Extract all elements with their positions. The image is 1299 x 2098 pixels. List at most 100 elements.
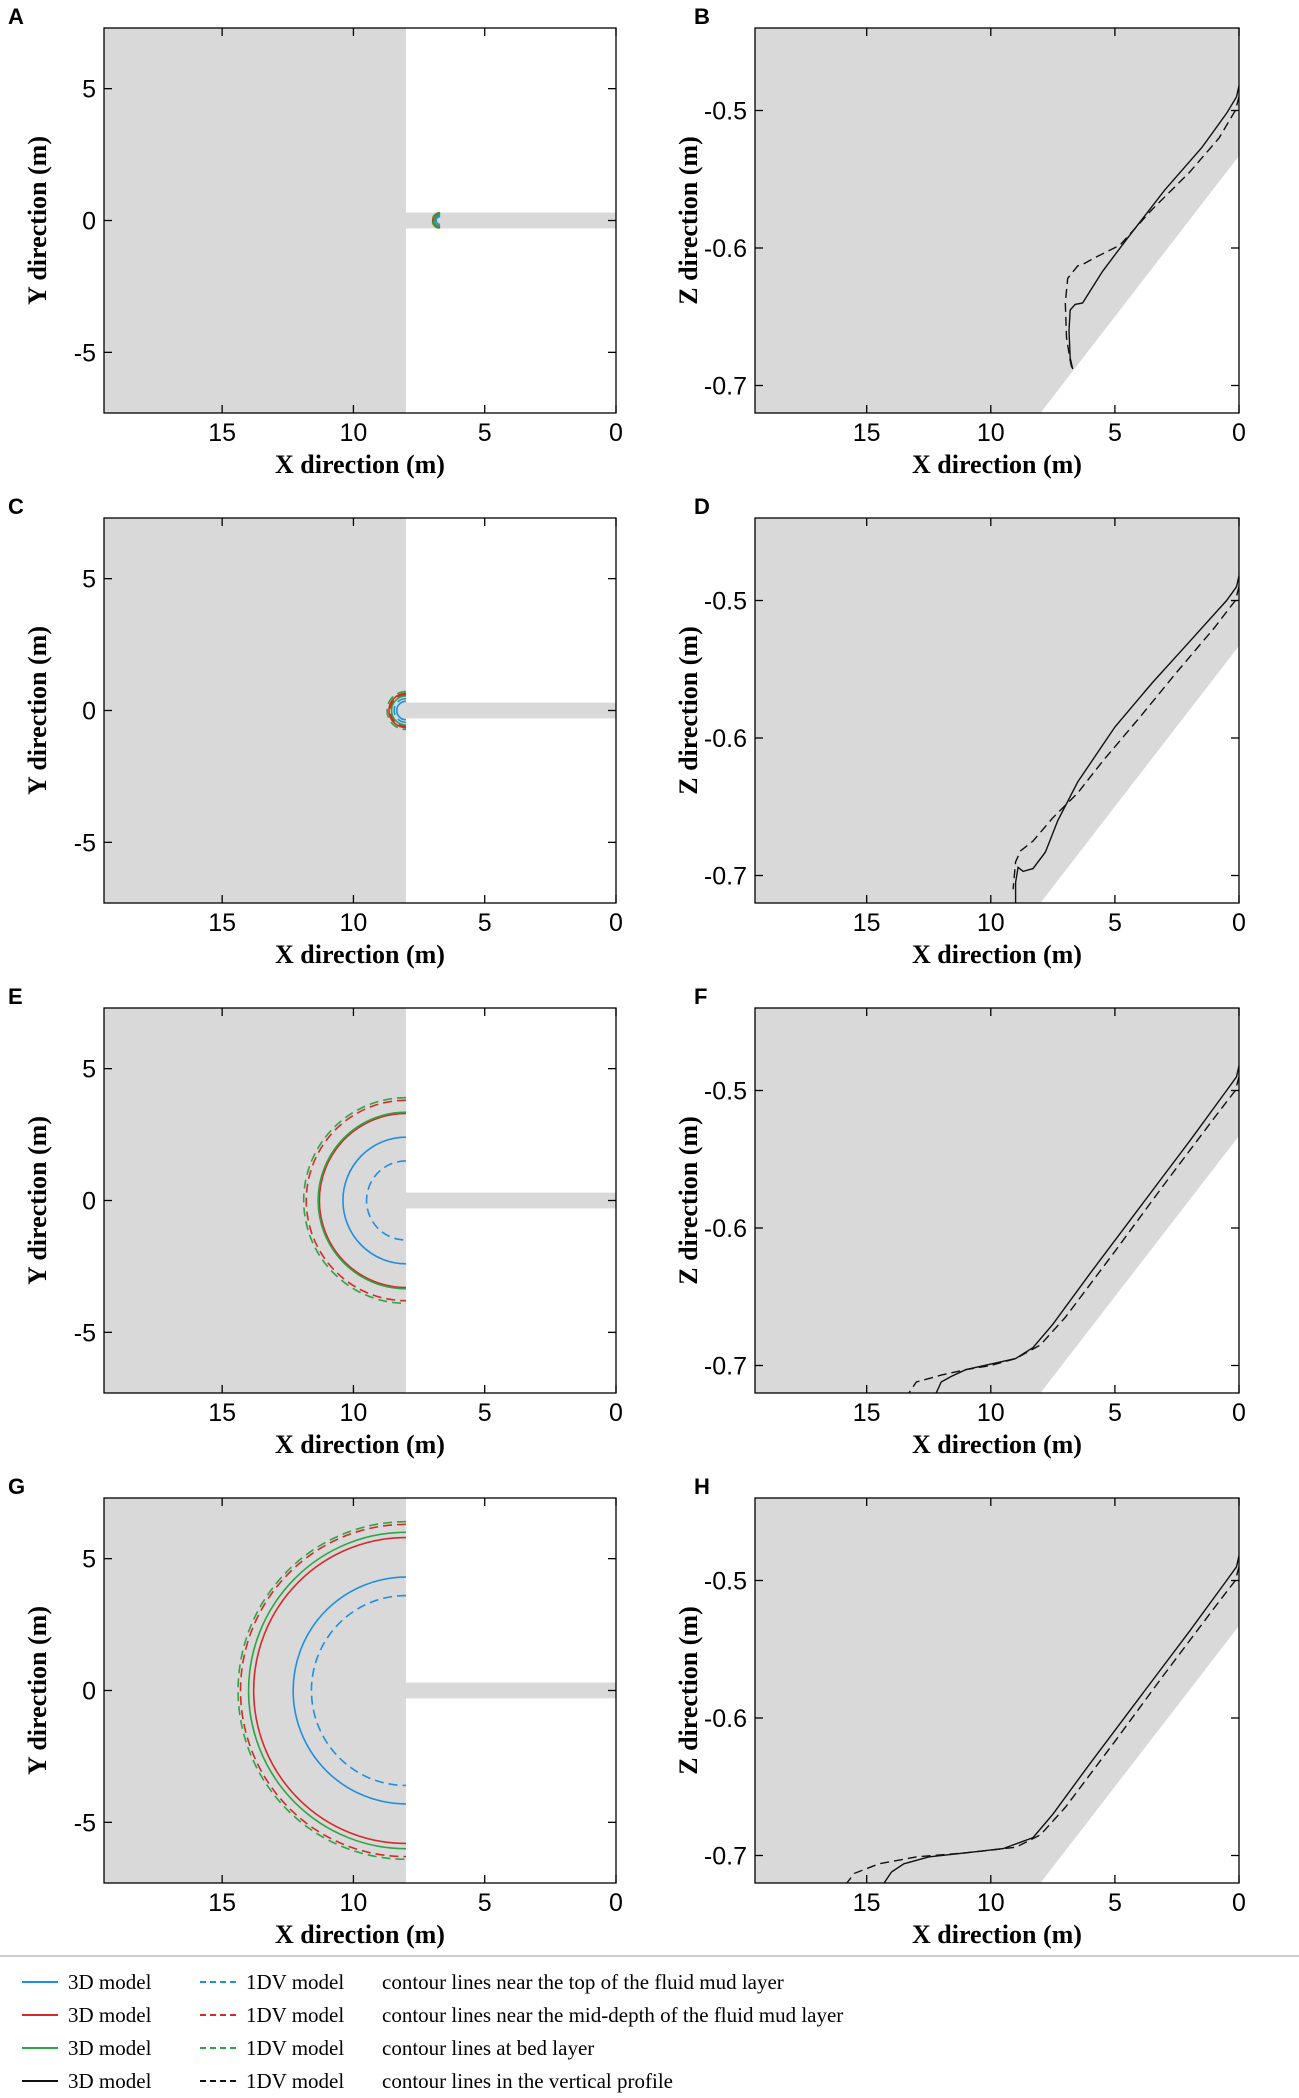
plot-area (104, 518, 616, 903)
contour-mid-1dv (305, 1099, 406, 1302)
mud-region (104, 28, 406, 413)
y-tick-label: -0.5 (704, 1078, 747, 1106)
x-axis-label: X direction (m) (275, 450, 445, 479)
contour-bed-3d (317, 1111, 406, 1290)
profile-line-1dv (846, 1566, 1239, 1883)
y-tick-label: -0.5 (704, 98, 747, 126)
x-tick-label: 10 (340, 1889, 368, 1917)
profile-line-1dv (1064, 96, 1239, 372)
panel-letter: D (694, 494, 710, 519)
plot-area (104, 1498, 616, 1883)
panel-g: 15 10 5 0 5 0 -5 X direction (m) Y direction (m)… (8, 1474, 623, 1949)
legend-solid-label: 3D model (68, 2069, 152, 2093)
contour-bed-1dv (303, 1096, 406, 1305)
x-tick-label: 10 (977, 1399, 1005, 1427)
profile-line-3d (883, 1555, 1239, 1883)
legend-solid-label: 3D model (68, 2036, 152, 2060)
x-tick-label: 15 (208, 1889, 236, 1917)
legend-description: contour lines in the vertical profile (382, 2069, 673, 2093)
mud-region (755, 1008, 1239, 1393)
x-tick-label: 0 (609, 1399, 623, 1427)
y-tick-label: -0.6 (704, 725, 747, 753)
x-axis-label: X direction (m) (912, 1920, 1082, 1949)
panel-d: 15 10 5 0 -0.5 -0.6 -0.7 X direction (m) Z direc… (674, 494, 1246, 969)
y-axis-label: Z direction (m) (674, 626, 703, 795)
panel-e: 15 10 5 0 5 0 -5 X direction (m) Y direction (m)… (8, 984, 623, 1459)
y-axis-label: Y direction (m) (23, 1606, 52, 1775)
x-tick-label: 0 (609, 419, 623, 447)
legend-description: contour lines near the top of the fluid … (382, 1970, 784, 1994)
y-tick-label: -0.7 (704, 1353, 747, 1381)
x-tick-label: 10 (340, 909, 368, 937)
y-tick-label: 5 (82, 1056, 96, 1084)
x-tick-label: 15 (208, 1399, 236, 1427)
x-tick-label: 0 (1232, 1889, 1246, 1917)
y-tick-label: -0.6 (704, 1705, 747, 1733)
y-tick-label: -0.7 (704, 1843, 747, 1871)
y-tick-label: -0.5 (704, 1568, 747, 1596)
x-tick-label: 5 (1108, 419, 1122, 447)
profile-line-3d (1068, 85, 1239, 370)
channel (405, 1192, 616, 1209)
mud-region (755, 28, 1239, 413)
x-tick-label: 10 (340, 419, 368, 447)
x-tick-label: 15 (853, 909, 881, 937)
y-tick-label: 0 (82, 698, 96, 726)
y-tick-label: -0.6 (704, 235, 747, 263)
panel-letter: C (8, 494, 24, 519)
x-tick-label: 5 (478, 419, 492, 447)
x-tick-label: 0 (609, 1889, 623, 1917)
plot-area (104, 1008, 616, 1393)
legend-solid-label: 3D model (68, 2003, 152, 2027)
x-tick-label: 15 (208, 909, 236, 937)
plot-area (755, 1008, 1239, 1393)
legend-dashed-label: 1DV model (246, 2069, 344, 2093)
channel (405, 702, 616, 719)
panel-letter: B (694, 4, 710, 29)
x-tick-label: 10 (340, 1399, 368, 1427)
mud-region (104, 1008, 406, 1393)
y-tick-label: 0 (82, 208, 96, 236)
legend-description: contour lines near the mid-depth of the … (382, 2003, 843, 2027)
contour-top-3d (292, 1576, 406, 1805)
y-tick-label: 5 (82, 76, 96, 104)
mud-region (755, 518, 1239, 903)
profile-line-3d (935, 1065, 1239, 1393)
y-axis-label: Y direction (m) (23, 136, 52, 305)
y-tick-label: 0 (82, 1188, 96, 1216)
legend-solid-label: 3D model (68, 1970, 152, 1994)
legend-dashed-label: 1DV model (246, 1970, 344, 1994)
contour-top-3d (396, 700, 407, 721)
contour-top-3d (435, 215, 441, 226)
x-tick-label: 0 (1232, 909, 1246, 937)
contour-top-1dv (434, 214, 441, 227)
mud-region (104, 518, 406, 903)
y-axis-label: Y direction (m) (23, 1116, 52, 1285)
y-tick-label: 0 (82, 1678, 96, 1706)
y-tick-label: -0.7 (704, 863, 747, 891)
contour-top-1dv (393, 697, 407, 724)
x-axis-label: X direction (m) (912, 940, 1082, 969)
y-tick-label: -5 (74, 1319, 96, 1347)
contour-mid-1dv (389, 693, 406, 728)
x-tick-label: 10 (977, 1889, 1005, 1917)
plot-area (104, 28, 616, 413)
y-axis-label: Z direction (m) (674, 136, 703, 305)
panel-c: 15 10 5 0 5 0 -5 X direction (m) Y direction (m)… (8, 494, 623, 969)
x-tick-label: 0 (609, 909, 623, 937)
y-tick-label: -0.6 (704, 1215, 747, 1243)
x-tick-label: 15 (853, 419, 881, 447)
panel-letter: E (8, 984, 23, 1009)
axes-frame (754, 1497, 1240, 1884)
channel (405, 212, 616, 229)
axes-frame (754, 1007, 1240, 1394)
contour-mid-3d (318, 1112, 406, 1289)
x-axis-label: X direction (m) (912, 450, 1082, 479)
contour-mid-3d (252, 1536, 406, 1845)
plot-area (755, 1498, 1239, 1883)
contour-bed-1dv (386, 690, 406, 731)
x-tick-label: 5 (1108, 1399, 1122, 1427)
x-axis-label: X direction (m) (275, 1430, 445, 1459)
panel-b: 15 10 5 0 -0.5 -0.6 -0.7 X direction (m) Z direc… (674, 4, 1246, 479)
